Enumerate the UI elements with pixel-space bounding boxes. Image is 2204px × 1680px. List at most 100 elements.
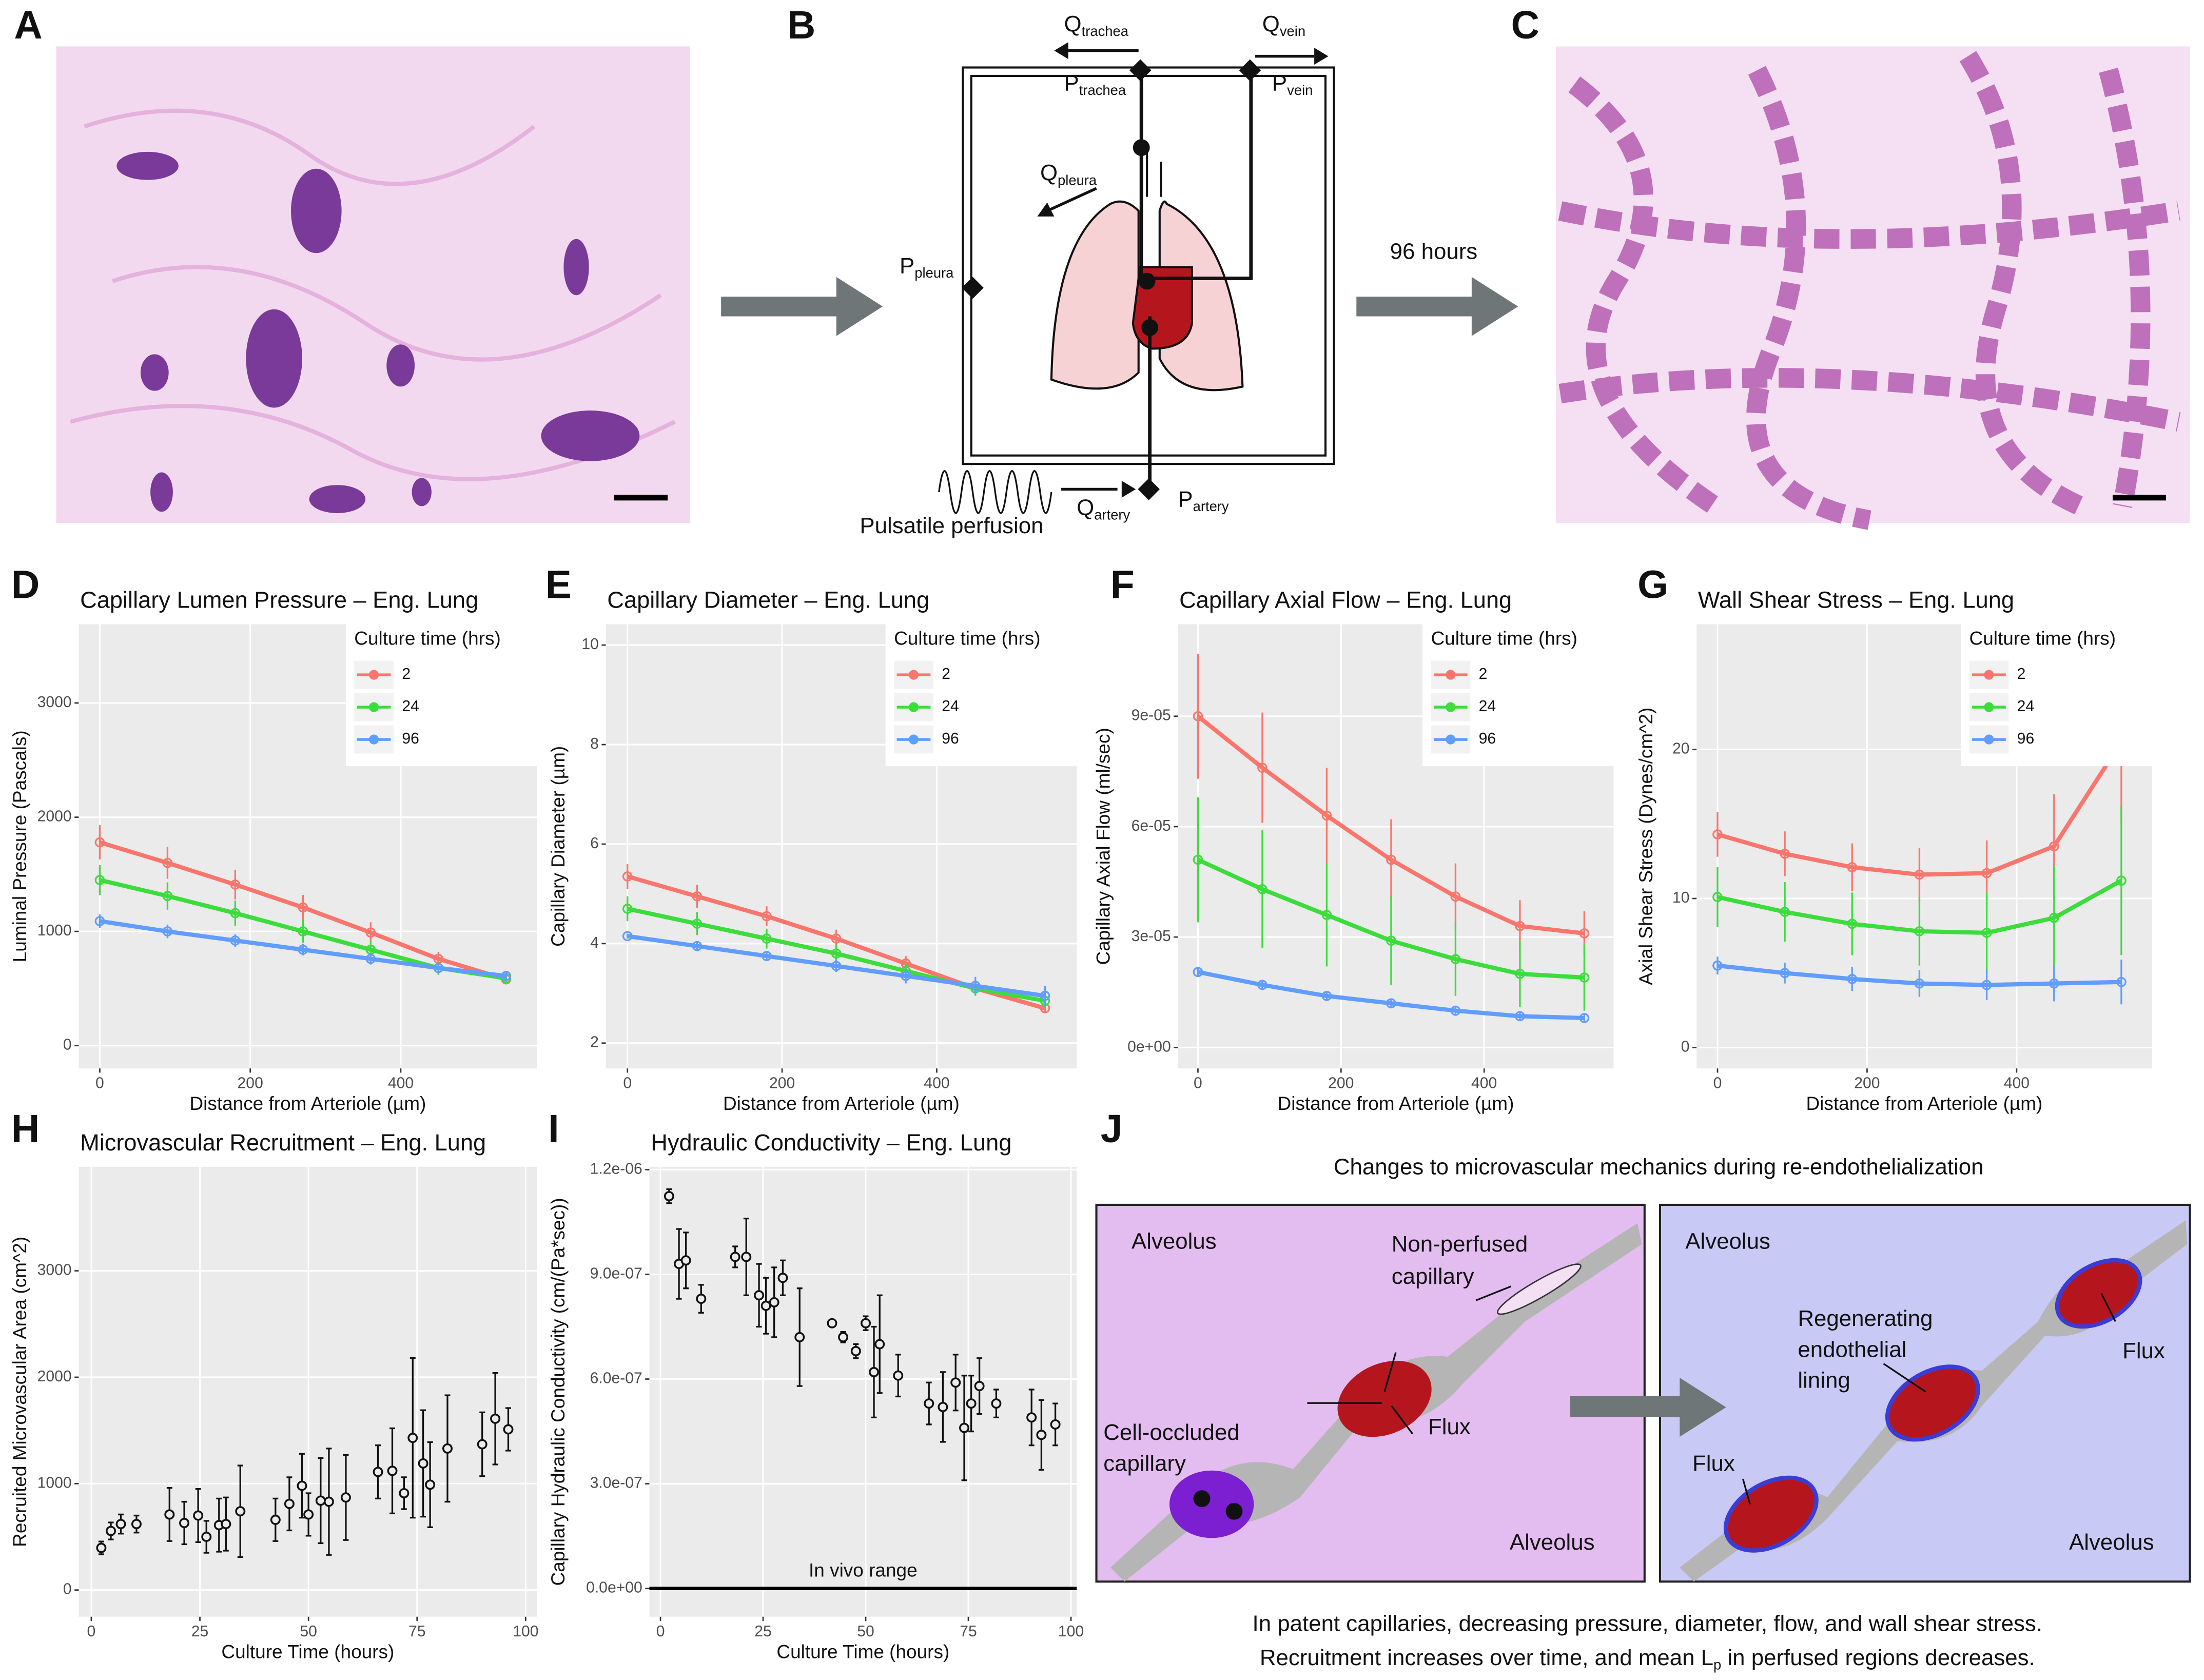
diagram-label: Alveolus [1510, 1530, 1595, 1555]
x-tick-label: 0 [656, 1623, 665, 1640]
data-point [692, 941, 703, 951]
label-main: P [1272, 70, 1287, 95]
x-tick-label: 0 [95, 1075, 104, 1091]
data-point [974, 1381, 985, 1392]
data-point [94, 837, 105, 848]
data-point [1026, 1412, 1037, 1423]
data-point [1981, 868, 1992, 878]
data-point [1450, 1005, 1461, 1016]
y-tick-label: 4 [590, 934, 599, 951]
x-tick-label: 100 [1058, 1623, 1084, 1640]
x-tick-label: 400 [388, 1075, 414, 1091]
data-point [2049, 841, 2059, 852]
x-tick-label: 75 [960, 1623, 977, 1640]
y-tick-label: 1000 [37, 922, 72, 939]
data-point [762, 911, 772, 922]
data-point [162, 857, 173, 868]
legend-label: 96 [402, 730, 419, 747]
x-tick-label: 0 [1194, 1075, 1202, 1091]
y-tick-label: 2000 [37, 808, 72, 825]
series-line [1196, 714, 1585, 936]
x-axis-label: Distance from Arteriole (µm) [723, 1093, 960, 1114]
data-point [1780, 968, 1790, 979]
data-point [284, 1498, 295, 1509]
data-point [1914, 978, 1925, 989]
x-tick-label: 50 [857, 1623, 874, 1640]
y-tick-label: 0 [63, 1037, 72, 1053]
y-tick-label: 0 [1681, 1038, 1690, 1055]
label-main: Q [1040, 160, 1058, 185]
data-point [115, 1519, 126, 1530]
y-tick-label: 0 [63, 1581, 72, 1598]
data-point [2116, 875, 2127, 886]
data-point [221, 1519, 231, 1530]
data-point [970, 981, 981, 991]
data-point [1321, 991, 1332, 1001]
caption: Recruitment increases over time, and mea… [1260, 1645, 2035, 1672]
diagram-label: Ptrachea [1064, 70, 1126, 98]
y-tick-label: 9.0e-07 [590, 1265, 642, 1282]
arrow [721, 277, 883, 336]
diagram-label: Flux [1692, 1451, 1735, 1476]
legend-label: 2 [942, 666, 950, 682]
legend-marker [369, 670, 379, 680]
legend-marker [1446, 702, 1456, 712]
data-point [298, 926, 308, 936]
label-sub: trachea [1082, 23, 1129, 39]
panel-label: D [11, 563, 40, 607]
data-point [503, 1424, 514, 1435]
diagram-markers [962, 42, 1329, 500]
data-point [959, 1422, 970, 1433]
label-sub: vein [1280, 23, 1305, 39]
data-point [1193, 854, 1203, 865]
legend-marker [1446, 670, 1456, 680]
x-tick-label: 400 [2004, 1075, 2030, 1091]
diagram-label: Qvein [1262, 11, 1305, 39]
panel-label: H [11, 1107, 40, 1151]
y-tick-label: 8 [590, 735, 599, 752]
data-point [762, 933, 772, 944]
diagram-label: capillary [1103, 1451, 1186, 1476]
data-point [1579, 1013, 1590, 1023]
label-main: P [1178, 486, 1193, 512]
data-point [1847, 919, 1858, 929]
chart-title: Capillary Axial Flow – Eng. Lung [1179, 587, 1512, 613]
x-tick-label: 200 [769, 1075, 795, 1091]
data-point [1847, 974, 1858, 984]
arrow [1356, 277, 1518, 336]
data-point [893, 1370, 904, 1381]
data-point [692, 919, 703, 929]
data-point [762, 951, 772, 961]
data-point [831, 961, 842, 971]
y-tick-label: 1000 [37, 1474, 72, 1491]
y-tick-label: 3.0e-07 [590, 1475, 642, 1492]
data-point [2049, 978, 2059, 989]
data-point [754, 1290, 765, 1301]
x-tick-label: 200 [238, 1075, 263, 1091]
data-point [477, 1439, 487, 1450]
y-tick-label: 6 [590, 835, 599, 852]
diagram-label: Qpleura [1040, 160, 1097, 188]
y-tick-label: 1.2e-06 [590, 1160, 642, 1177]
data-point [2049, 912, 2059, 923]
data-point [680, 1255, 691, 1266]
diagram-label: Qtrachea [1064, 11, 1129, 39]
panel-label: A [14, 4, 42, 47]
label-main: P [1064, 70, 1079, 95]
data-point [365, 953, 376, 964]
data-point [1780, 848, 1790, 859]
histology-image-c [1556, 46, 2190, 530]
data-point [1515, 921, 1525, 931]
chart-title: Capillary Diameter – Eng. Lung [607, 587, 929, 613]
caption-part: Recruitment increases over time, and mea… [1260, 1645, 1713, 1670]
data-point [1780, 907, 1790, 917]
x-tick-label: 0 [1713, 1075, 1722, 1091]
data-point [1040, 990, 1050, 1001]
arrow-label: 96 hours [1390, 239, 1478, 264]
legend-marker [1984, 670, 1994, 680]
data-point [769, 1297, 779, 1307]
data-point [1386, 998, 1396, 1009]
data-point [94, 875, 105, 885]
y-axis-label: Capillary Hydraulic Conductivity (cm/(Pa… [548, 1198, 569, 1586]
x-axis-label: Culture Time (hours) [221, 1642, 394, 1663]
